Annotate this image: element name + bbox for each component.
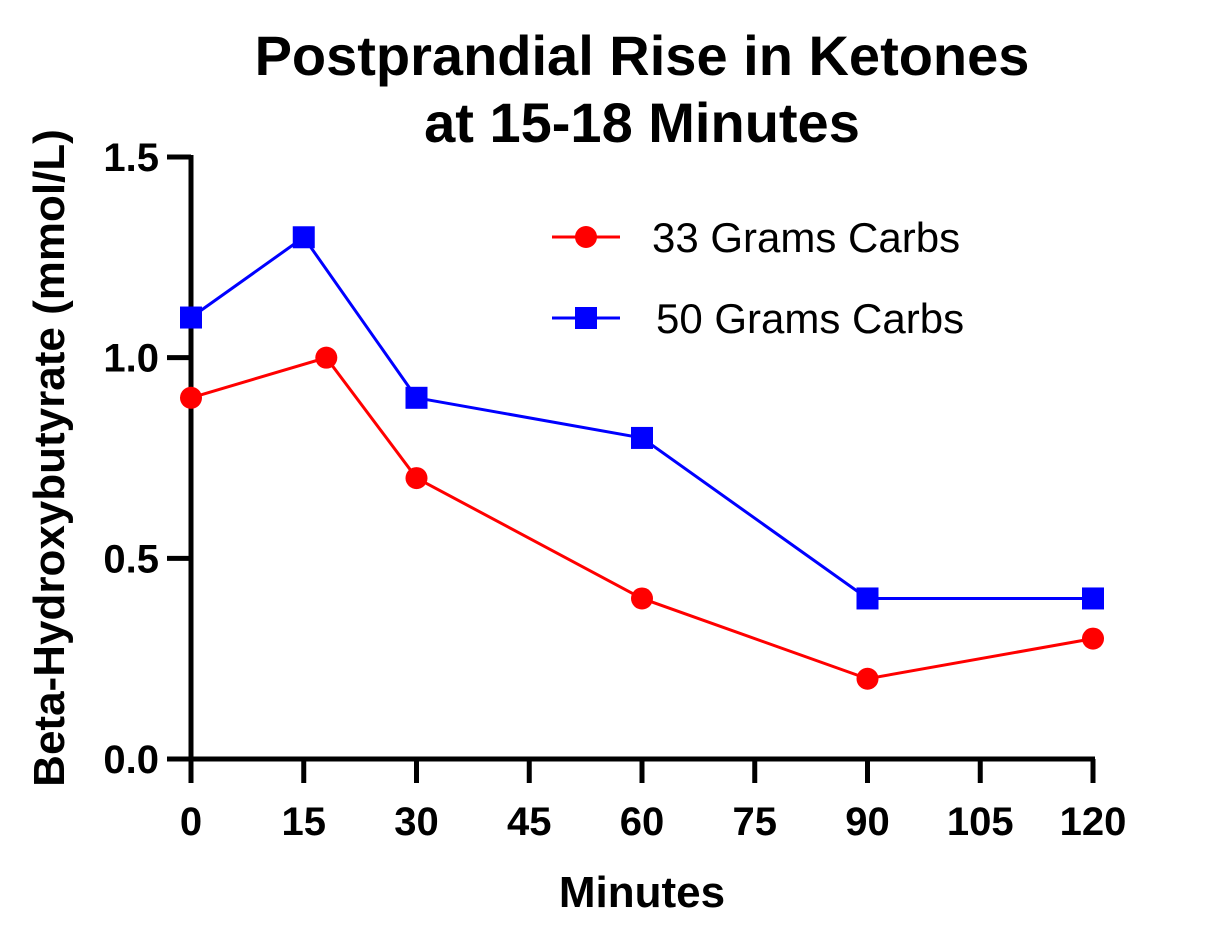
data-point xyxy=(315,346,338,369)
y-tick-label: 1.5 xyxy=(103,136,159,180)
x-tick-label: 45 xyxy=(507,800,552,844)
y-tick-label: 1.0 xyxy=(103,337,159,381)
data-point xyxy=(405,467,428,490)
x-tick-label: 30 xyxy=(394,800,439,844)
data-point xyxy=(856,667,879,690)
chart-title-line-1: Postprandial Rise in Ketones xyxy=(255,24,1030,87)
series-1 xyxy=(180,346,1104,690)
legend-item: 50 Grams Carbs xyxy=(552,295,964,342)
x-tick-label: 15 xyxy=(282,800,327,844)
data-point xyxy=(180,306,202,329)
data-point xyxy=(1082,627,1104,650)
axes: 0.0 0.5 1.0 1.5 0 15 30 45 60 75 90 105 120 xyxy=(103,136,1126,844)
series-line xyxy=(190,235,1093,600)
y-tick-label: 0.5 xyxy=(103,537,159,581)
x-tick-label: 105 xyxy=(947,800,1014,844)
data-point xyxy=(856,587,879,610)
series-line xyxy=(190,355,1094,681)
x-tick-label: 0 xyxy=(180,800,202,844)
x-tick-label: 60 xyxy=(620,800,665,844)
legend-marker xyxy=(575,226,597,248)
chart-title-line-2: at 15-18 Minutes xyxy=(424,91,860,154)
series-layer xyxy=(180,226,1104,690)
data-point xyxy=(292,226,315,249)
x-tick-label: 75 xyxy=(733,800,778,844)
chart-title: Postprandial Rise in Ketones at 15-18 Mi… xyxy=(255,24,1030,154)
data-point xyxy=(631,587,653,610)
legend-label: 50 Grams Carbs xyxy=(656,295,964,342)
legend-label: 33 Grams Carbs xyxy=(652,214,960,261)
legend: 33 Grams Carbs 50 Grams Carbs xyxy=(552,214,964,342)
data-point xyxy=(180,386,202,409)
y-axis-title: Beta-Hydroxybutyrate (mmol/L) xyxy=(25,129,74,787)
x-axis-title: Minutes xyxy=(559,868,725,917)
x-tick-label: 120 xyxy=(1060,800,1127,844)
x-tick-label: 90 xyxy=(845,800,890,844)
data-point xyxy=(405,386,428,409)
y-tick-label: 0.0 xyxy=(103,738,159,782)
series-2 xyxy=(180,226,1104,610)
data-point xyxy=(631,426,653,449)
data-point xyxy=(1082,587,1104,610)
legend-marker xyxy=(575,307,597,329)
legend-item: 33 Grams Carbs xyxy=(552,214,960,261)
